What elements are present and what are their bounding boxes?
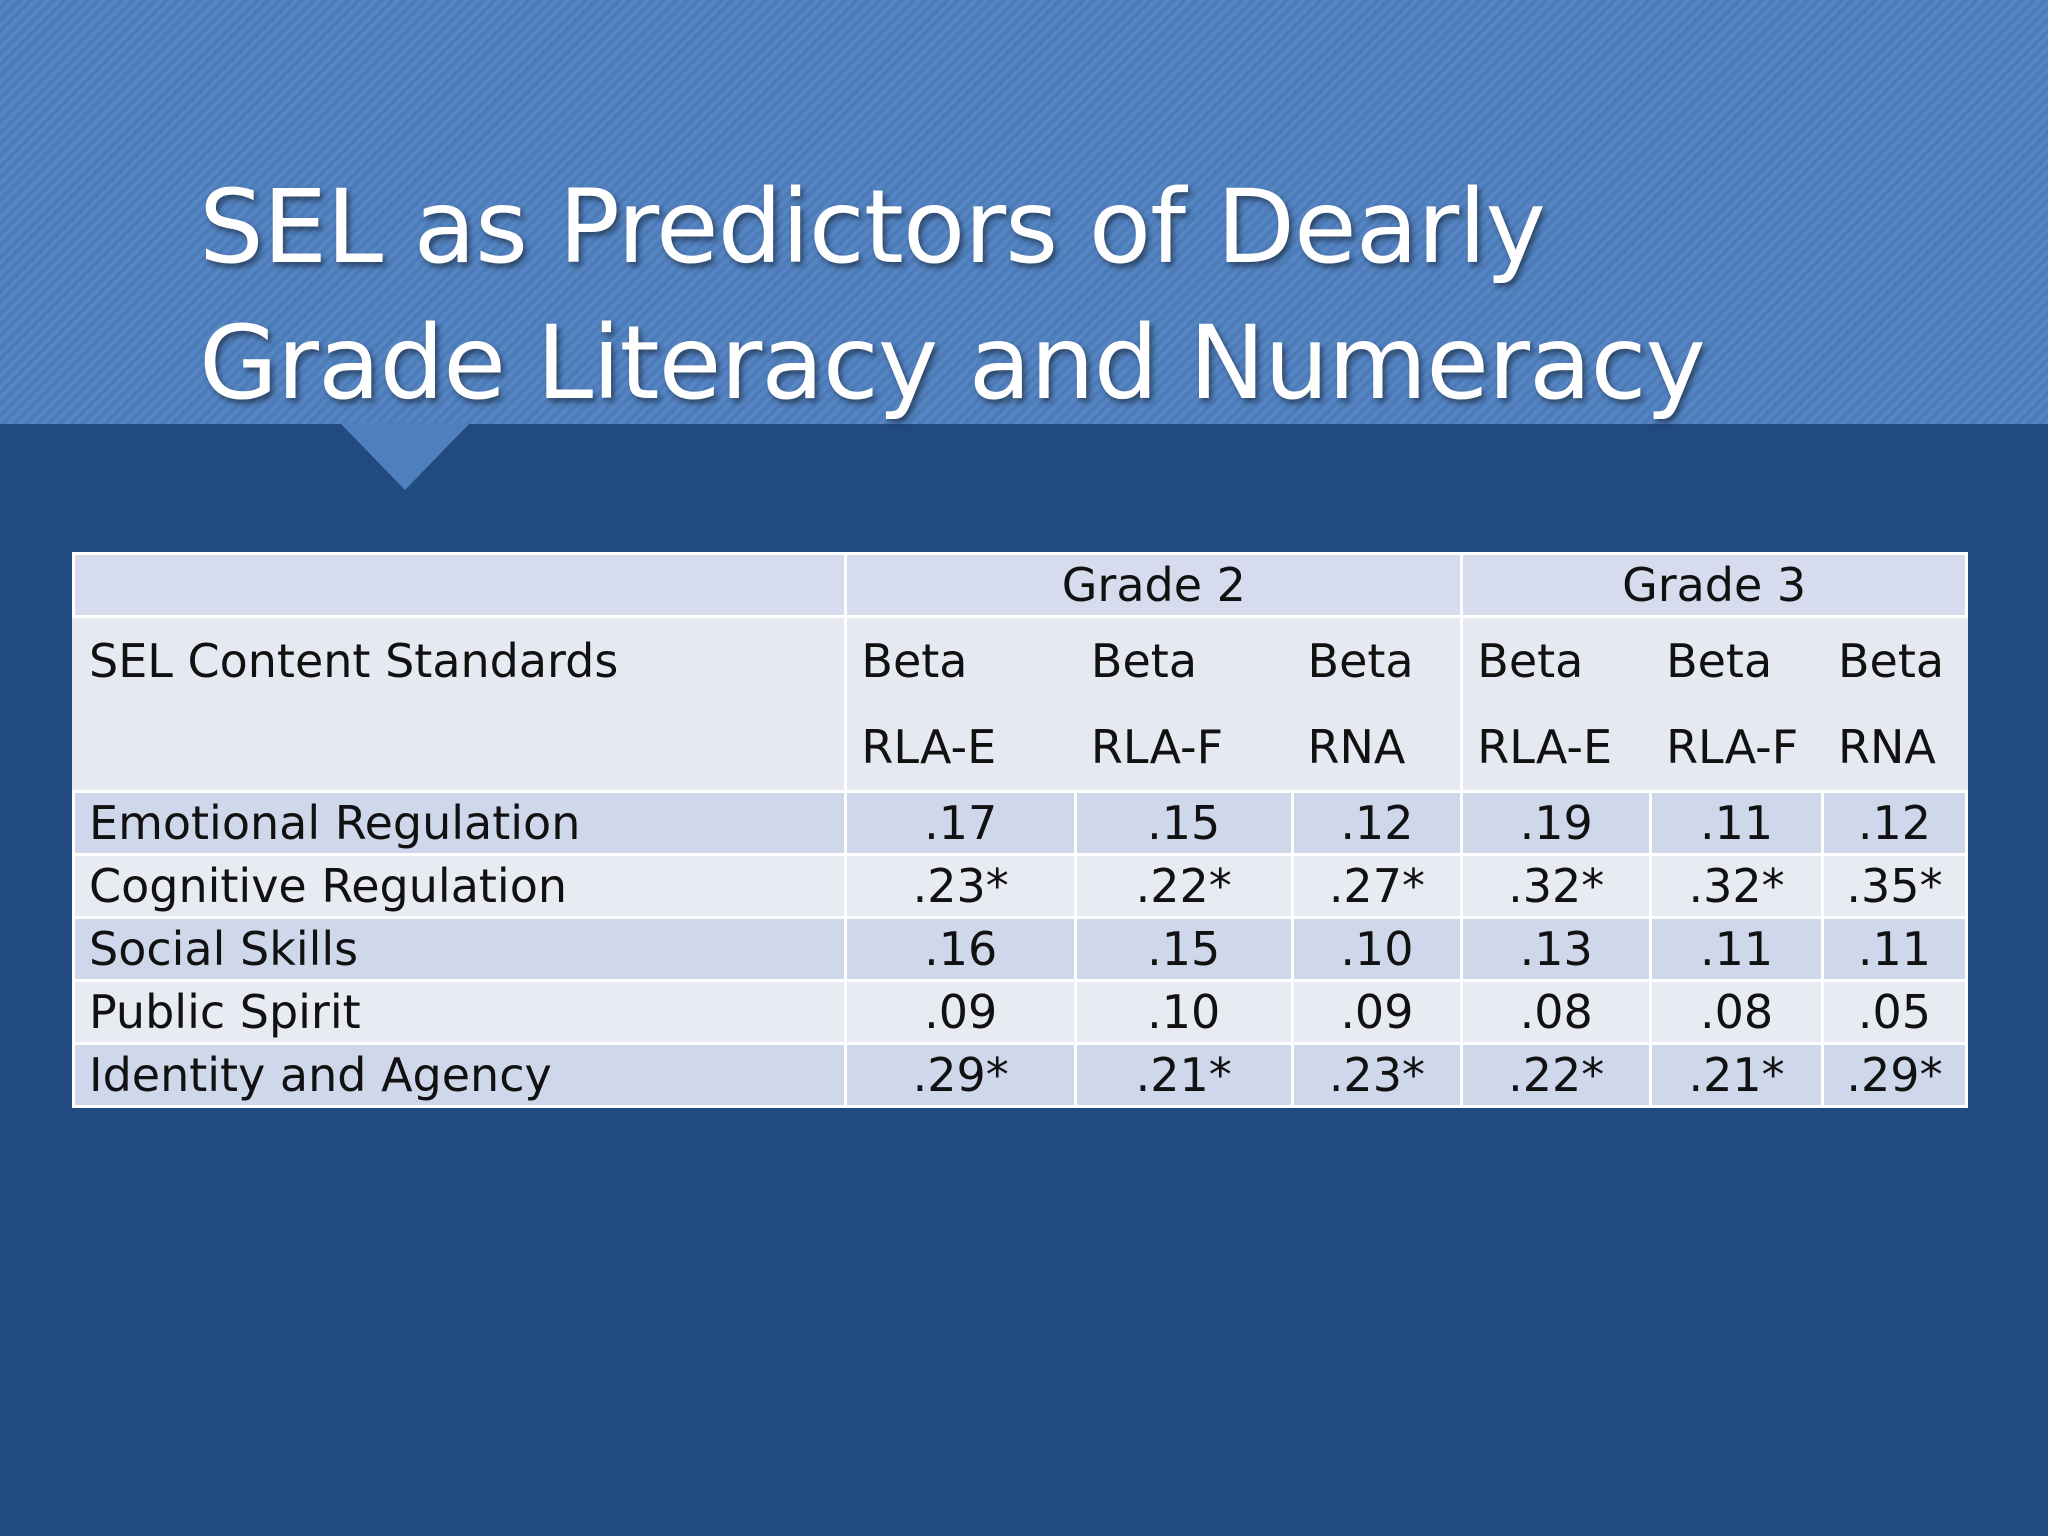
- outcome-label: RLA-F: [1666, 720, 1799, 774]
- outcome-label: RNA: [1838, 720, 1936, 774]
- column-header: Beta RNA: [1290, 615, 1464, 793]
- outcome-label: RNA: [1307, 720, 1406, 774]
- beta-value: .05: [1821, 979, 1968, 1045]
- measure-label: Beta: [1838, 634, 1945, 688]
- column-header: Beta RNA: [1821, 615, 1968, 793]
- beta-value: .19: [1460, 790, 1653, 856]
- measure-label: Beta: [1666, 634, 1773, 688]
- header-band: [0, 0, 2048, 424]
- column-header: Beta RLA-F: [1649, 615, 1824, 793]
- data-row: Social Skills .16.15.10.13.11.11: [71, 916, 1968, 982]
- row-label: Social Skills: [71, 916, 848, 982]
- beta-value: .08: [1460, 979, 1653, 1045]
- beta-value: .10: [1290, 916, 1464, 982]
- measure-label: Beta: [1477, 634, 1584, 688]
- beta-value: .32*: [1460, 853, 1653, 919]
- outcome-label: RLA-F: [1090, 720, 1224, 774]
- empty-cell: [71, 552, 848, 618]
- title-line: SEL as Predictors of Dearly: [199, 168, 1546, 287]
- group-header: Grade 3: [1460, 552, 1968, 618]
- beta-value: .09: [1290, 979, 1464, 1045]
- results-table: Grade 2 Grade 3 SEL Content Standards Beta R…: [71, 552, 1968, 1108]
- beta-value: .13: [1460, 916, 1653, 982]
- header-pointer: [340, 423, 470, 490]
- beta-value: .10: [1073, 979, 1294, 1045]
- group-header-row: Grade 2 Grade 3: [71, 552, 1968, 618]
- beta-value: .12: [1821, 790, 1968, 856]
- group-header: Grade 2: [844, 552, 1464, 618]
- beta-value: .11: [1649, 790, 1824, 856]
- beta-value: .35*: [1821, 853, 1968, 919]
- row-label: Cognitive Regulation: [71, 853, 848, 919]
- beta-value: .17: [844, 790, 1077, 856]
- beta-value: .22*: [1073, 853, 1294, 919]
- beta-value: .11: [1649, 916, 1824, 982]
- title-line: Grade Literacy and Numeracy: [199, 304, 1706, 423]
- beta-value: .29*: [1821, 1042, 1968, 1108]
- measure-label: Beta: [1090, 634, 1198, 688]
- measure-label: Beta: [1307, 634, 1414, 688]
- row-label: Public Spirit: [71, 979, 848, 1045]
- beta-value: .15: [1073, 916, 1294, 982]
- column-header: Beta RLA-E: [1460, 615, 1653, 793]
- beta-value: .23*: [844, 853, 1077, 919]
- beta-value: .29*: [844, 1042, 1077, 1108]
- beta-value: .16: [844, 916, 1077, 982]
- slide-title: SEL as Predictors of Dearly Grade Litera…: [199, 160, 1706, 432]
- beta-value: .09: [844, 979, 1077, 1045]
- beta-value: .23*: [1290, 1042, 1464, 1108]
- data-row: Identity and Agency .29* .21* .23* .22* .21*.…: [71, 1042, 1968, 1108]
- data-row: Public Spirit .09.10.09.08.08.05: [71, 979, 1968, 1045]
- beta-value: .12: [1290, 790, 1464, 856]
- column-header: Beta RLA-F: [1073, 615, 1294, 793]
- beta-value: .11: [1821, 916, 1968, 982]
- data-row: Cognitive Regulation .23* .22* .27* .32* .32*…: [71, 853, 1968, 919]
- beta-value: .21*: [1073, 1042, 1294, 1108]
- data-row: Emotional Regulation .17.15.12.19.11.12: [71, 790, 1968, 856]
- beta-value: .32*: [1649, 853, 1824, 919]
- beta-value: .22*: [1460, 1042, 1653, 1108]
- beta-value: .08: [1649, 979, 1824, 1045]
- column-header: Beta RLA-E: [844, 615, 1077, 793]
- row-header: SEL Content Standards: [71, 615, 848, 793]
- outcome-label: RLA-E: [861, 720, 997, 774]
- beta-value: .27*: [1290, 853, 1464, 919]
- beta-value: .21*: [1649, 1042, 1824, 1108]
- beta-value: .15: [1073, 790, 1294, 856]
- outcome-label: RLA-E: [1477, 720, 1613, 774]
- column-header-row: SEL Content Standards Beta RLA-E Beta RLA-F B…: [71, 615, 1968, 793]
- row-label: Identity and Agency: [71, 1042, 848, 1108]
- row-label: Emotional Regulation: [71, 790, 848, 856]
- measure-label: Beta: [861, 634, 968, 688]
